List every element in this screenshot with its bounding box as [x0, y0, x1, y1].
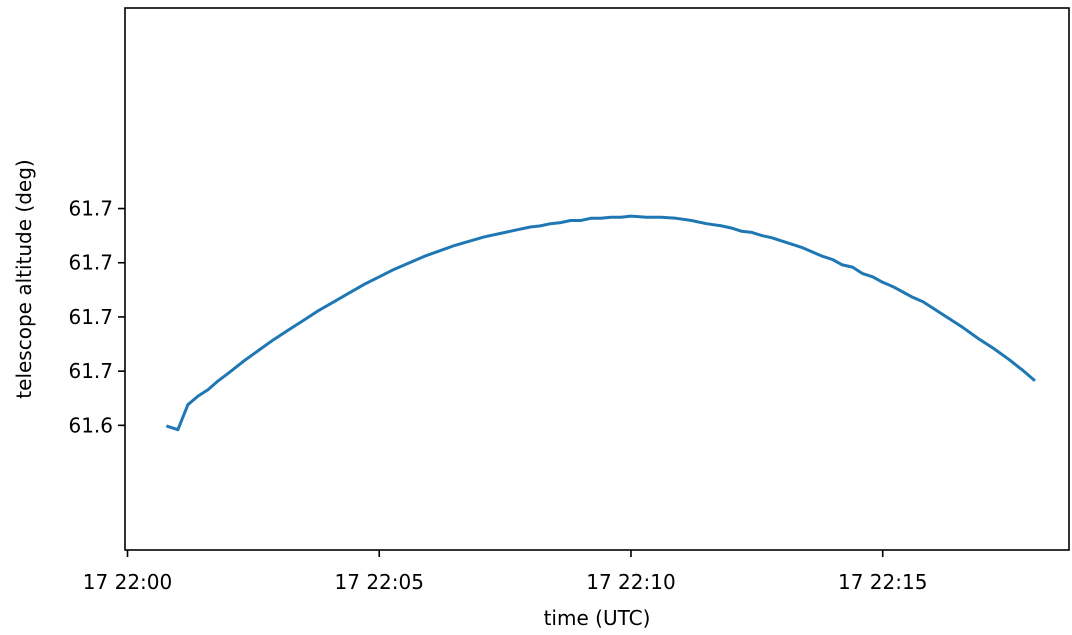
series-layer [165, 214, 1036, 432]
x-tick-label: 17 22:10 [586, 570, 675, 594]
x-tick-label: 17 22:00 [83, 570, 172, 594]
y-tick-label: 61.7 [68, 305, 113, 329]
plot-frame [124, 7, 1070, 551]
x-axis-label: time (UTC) [544, 606, 651, 630]
y-tick-label: 61.6 [68, 413, 113, 437]
y-tick-label: 61.7 [68, 251, 113, 275]
y-tick-label: 61.7 [68, 197, 113, 221]
series-line-0 [165, 214, 1036, 432]
y-tick-label: 61.7 [68, 359, 113, 383]
axes-layer: 17 22:00 17 22:05 17 22:10 17 22:15 61.6 61.7… [68, 7, 1070, 594]
plot-area [125, 8, 1069, 550]
x-tick-label: 17 22:15 [838, 570, 927, 594]
x-tick-label: 17 22:05 [335, 570, 424, 594]
y-axis-label: telescope altitude (deg) [12, 159, 36, 398]
